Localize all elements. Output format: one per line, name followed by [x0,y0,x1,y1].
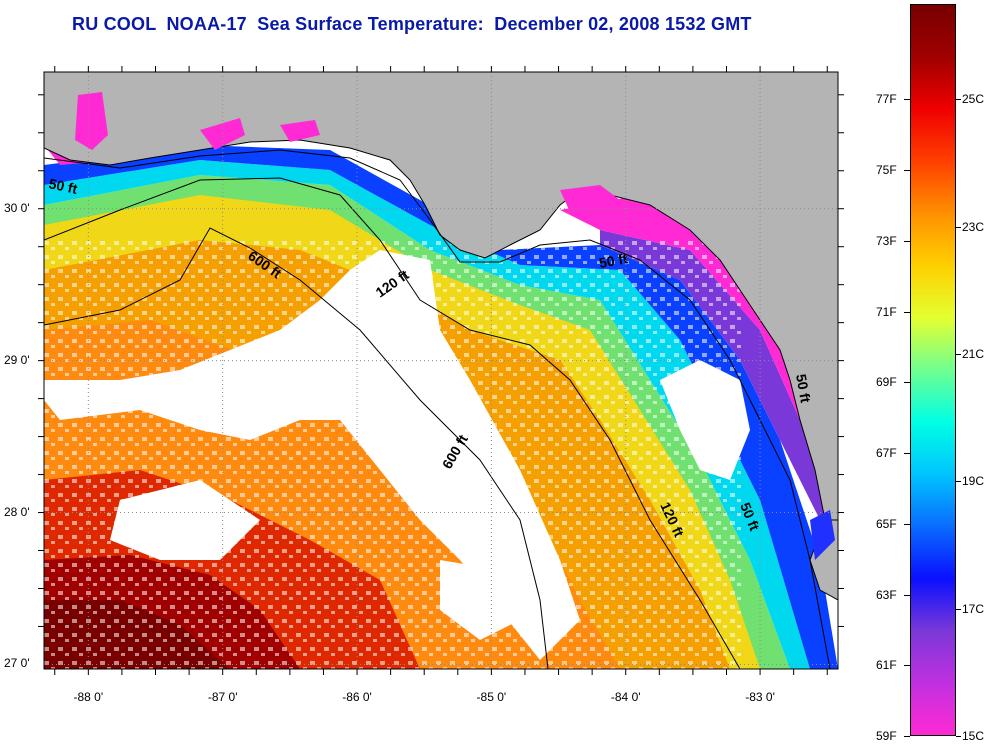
x-tick-label: -84 0' [610,690,641,704]
colorbar-f-label: 77F [876,92,897,107]
bay-east [560,185,620,215]
colorbar-c-label: 21C [962,347,985,362]
contour-label: 50 ft [598,250,629,271]
x-tick-label: -83 0' [745,690,775,704]
colorbar-f-tick [904,311,910,313]
colorbar-c-tick [956,608,961,610]
x-tick-label: -85 0' [476,690,507,704]
colorbar-f-label: 59F [876,729,897,743]
tampa-bay [810,510,835,560]
map-title: RU COOL NOAA-17 Sea Surface Temperature:… [72,14,752,34]
colorbar-c-tick [956,736,961,737]
colorbar-c-tick [956,354,961,356]
graticule [44,72,838,669]
colorbar-c-label: 19C [962,474,985,489]
colorbar-f-tick [904,523,910,525]
colorbar-f-tick [904,594,910,596]
y-tick-label: 28 0' [4,504,30,519]
plot-frame [43,71,839,670]
y-tick-label: 29 0' [4,352,30,367]
x-tick-label: -86 0' [342,690,372,704]
colorbar-c-label: 15C [962,729,985,743]
colorbar-c-tick [956,226,961,228]
x-tick-label: -87 0' [207,690,238,704]
x-tick-label: -88 0' [73,690,104,704]
colorbar-c-label: 25C [962,92,985,107]
colorbar-f-tick [904,382,910,384]
colorbar-f-label: 73F [876,233,897,248]
axis-ticks [38,66,844,675]
colorbar-f-tick [904,99,910,101]
bay-central [200,118,320,150]
colorbar-c-label: 17C [962,601,985,616]
colorbar-f-label: 69F [876,375,897,390]
colorbar-f-label: 67F [876,446,897,461]
colorbar-c-tick [956,99,961,101]
colorbar-f-label: 71F [876,304,897,319]
colorbar-f-tick [904,240,910,242]
isobath-120ft [44,177,741,669]
colorbar-f-tick [904,170,910,172]
colorbar-f-tick [904,736,910,737]
colorbar-c-tick [956,481,961,483]
bay-west [75,92,108,150]
isobath-600ft [44,227,549,669]
contour-label: 50 ft [47,175,79,197]
colorbar-f-tick [904,665,910,667]
isobath-50ft [44,149,831,669]
contour-label: 50 ft [793,373,814,404]
colorbar-f-tick [904,453,910,455]
colorbar-f-label: 63F [876,587,897,602]
y-tick-label: 27 0' [4,656,30,671]
colorbar-f-label: 65F [876,516,897,531]
speckle-overlay [44,240,744,669]
colorbar-f-label: 61F [876,658,897,673]
colorbar [910,4,956,736]
colorbar-c-label: 23C [962,219,985,234]
colorbar-f-label: 75F [876,163,897,178]
y-tick-label: 30 0' [4,200,30,215]
